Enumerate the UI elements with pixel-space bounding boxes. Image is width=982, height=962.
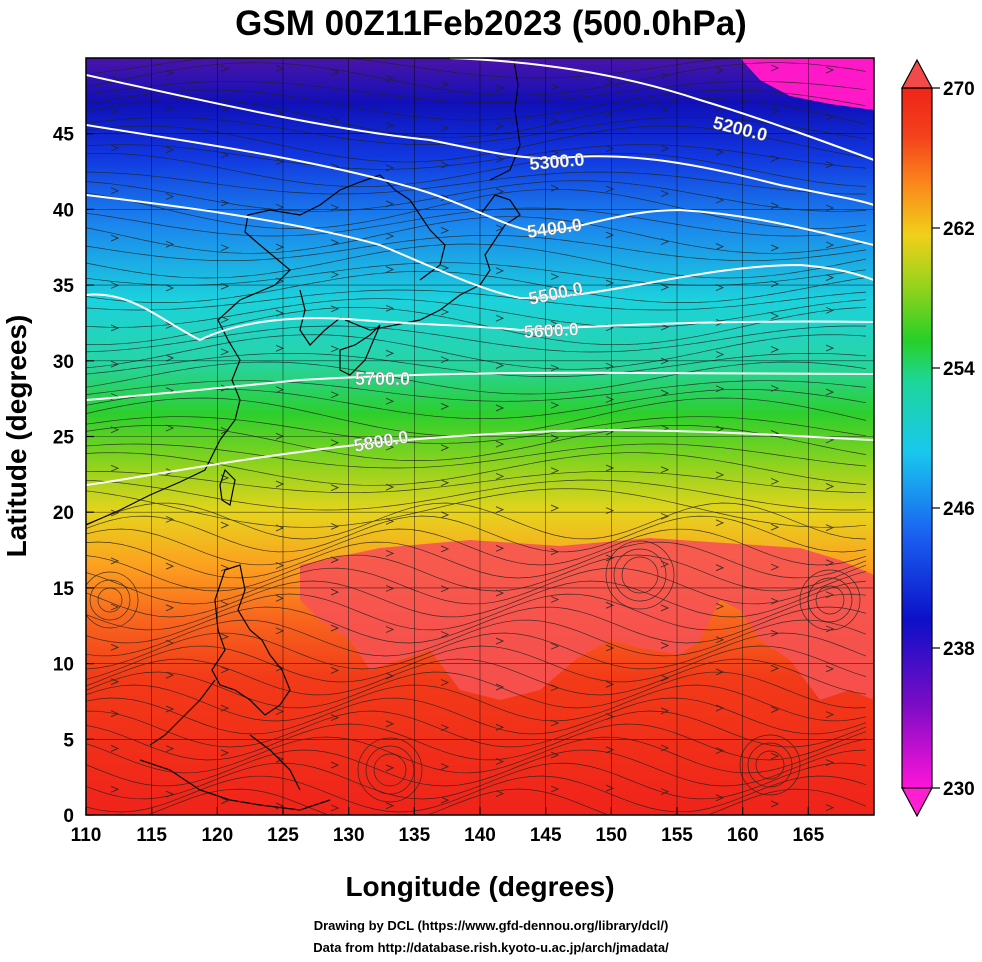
y-tick-label: 35 [53, 276, 75, 297]
x-tick-label: 160 [727, 825, 759, 846]
footer-credit-data: Data from http://database.rish.kyoto-u.a… [313, 940, 669, 955]
y-tick-label: 40 [53, 200, 74, 221]
contour-label-5700: 5700.0 [355, 369, 410, 389]
x-axis-label: Longitude (degrees) [345, 871, 614, 902]
colorbar-min-arrow [900, 787, 934, 818]
contour-5600 [86, 293, 874, 342]
y-tick-label: 5 [63, 730, 74, 751]
x-tick-label: 110 [71, 825, 102, 846]
contour-5500 [86, 194, 874, 300]
x-tick-label: 115 [136, 825, 167, 846]
warm-region [300, 538, 874, 700]
colorbar-tick-label: 270 [943, 79, 975, 100]
y-tick-label: 25 [53, 428, 75, 449]
contour-label-5300: 5300.0 [529, 149, 586, 174]
y-tick-label: 20 [53, 503, 74, 524]
lat-lon-grid [86, 58, 874, 815]
colorbar-max-arrow [900, 58, 934, 89]
colorbar-tick-label: 254 [943, 359, 975, 380]
y-tick-label: 45 [53, 125, 75, 146]
colorbar-tick-label: 230 [943, 779, 975, 800]
x-tick-label: 145 [530, 825, 562, 846]
contour-label-5600: 5600.0 [523, 319, 579, 342]
contour-5200 [449, 58, 874, 161]
x-tick-label: 120 [201, 825, 233, 846]
x-tick-label: 135 [398, 825, 430, 846]
x-tick-label: 150 [595, 825, 627, 846]
y-axis: 0 5 10 15 20 25 30 35 40 45 [53, 125, 94, 827]
map-title: GSM 00Z11Feb2023 (500.0hPa) [235, 4, 747, 43]
footer-credit-dcl: Drawing by DCL (https://www.gfd-dennou.o… [313, 918, 669, 933]
y-tick-label: 30 [53, 352, 74, 373]
contour-5300 [86, 74, 874, 206]
streamlines [86, 58, 867, 815]
x-tick-label: 125 [267, 825, 299, 846]
x-tick-label: 165 [792, 825, 824, 846]
contour-5700 [86, 371, 874, 401]
y-tick-label: 10 [53, 655, 74, 676]
x-tick-label: 130 [333, 825, 365, 846]
contour-5400 [86, 124, 874, 246]
y-axis-label: Latitude (degrees) [1, 315, 32, 558]
height-contours [86, 58, 874, 486]
colorbar-tick-label: 246 [943, 499, 975, 520]
y-tick-label: 0 [63, 806, 74, 827]
cold-region [740, 58, 874, 110]
colorbar: 270 262 254 246 238 230 [900, 58, 975, 818]
x-tick-label: 155 [661, 825, 693, 846]
x-axis: 110 115 120 125 130 135 140 145 150 155 160 165 [71, 807, 825, 846]
y-tick-label: 15 [53, 579, 75, 600]
colorbar-tick-label: 238 [943, 639, 975, 660]
contour-5800 [86, 428, 874, 486]
colorbar-tick-label: 262 [943, 219, 975, 240]
colorbar-ticks: 270 262 254 246 238 230 [932, 79, 975, 800]
x-tick-label: 140 [464, 825, 496, 846]
